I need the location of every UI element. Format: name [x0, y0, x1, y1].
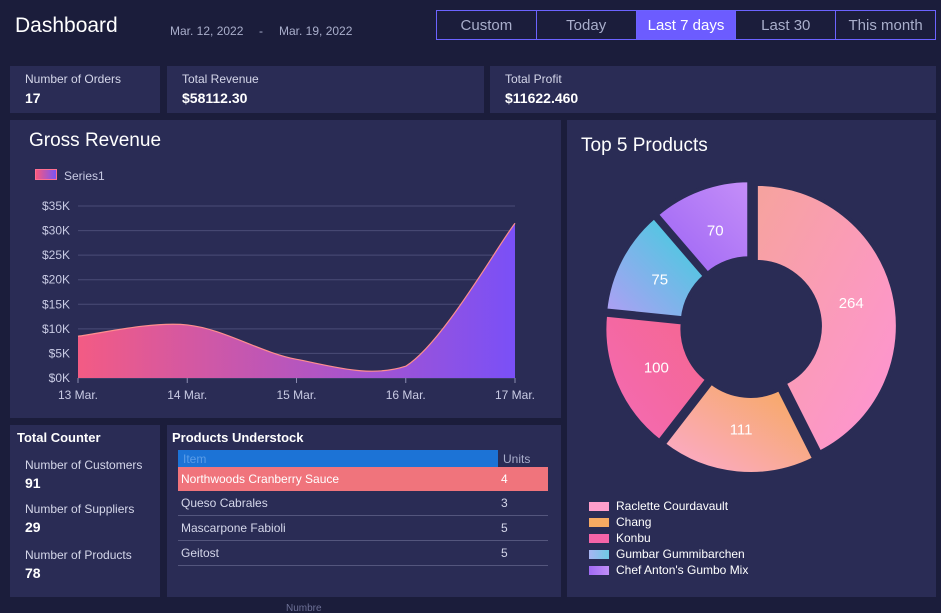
y-tick-label: $0K [49, 371, 70, 385]
range-last-30-button[interactable]: Last 30 [736, 11, 837, 39]
understock-title: Products Understock [172, 430, 304, 445]
legend-item[interactable]: Konbu [589, 530, 748, 546]
suppliers-value: 29 [25, 519, 41, 535]
kpi-orders-card: Number of Orders 17 [10, 66, 160, 113]
y-tick-label: $20K [42, 273, 70, 287]
legend-swatch [589, 517, 609, 527]
legend-swatch [589, 533, 609, 543]
y-tick-label: $15K [42, 297, 70, 311]
legend-label: Konbu [616, 531, 651, 545]
column-header-units[interactable]: Units [503, 452, 531, 466]
kpi-revenue-card: Total Revenue $58112.30 [167, 66, 484, 113]
x-tick-label: 13 Mar. [58, 388, 98, 402]
legend-item[interactable]: Raclette Courdavault [589, 498, 748, 514]
legend-label: Raclette Courdavault [616, 499, 729, 513]
page-title: Dashboard [15, 14, 118, 37]
legend-item[interactable]: Gumbar Gummibarchen [589, 546, 748, 562]
legend-label: Chang [616, 515, 652, 529]
cell-item: Queso Cabrales [181, 496, 268, 510]
range-today-button[interactable]: Today [537, 11, 637, 39]
gross-revenue-title: Gross Revenue [29, 130, 162, 151]
column-header-item[interactable]: Item [178, 450, 498, 467]
table-row[interactable]: Northwoods Cranberry Sauce 4 [178, 467, 548, 491]
total-counter-panel: Total Counter Number of Customers 91 Num… [10, 425, 160, 597]
y-tick-label: $25K [42, 248, 70, 262]
cell-units: 3 [501, 496, 508, 510]
top-products-legend: Raclette Courdavault Chang Konbu Gumbar … [589, 498, 748, 578]
pie-slice-label: 70 [707, 222, 724, 239]
table-row[interactable]: Geitost 5 [178, 541, 548, 566]
top-products-title: Top 5 Products [581, 135, 708, 156]
kpi-revenue-label: Total Revenue [182, 72, 259, 86]
legend-item[interactable]: Chang [589, 514, 748, 530]
gross-revenue-panel: Gross Revenue Series1 $0K $5K $10K $15K $20K… [10, 120, 561, 418]
pie-slice-label: 111 [730, 422, 753, 439]
customers-value: 91 [25, 475, 41, 491]
products-value: 78 [25, 565, 41, 581]
legend-item[interactable]: Chef Anton's Gumbo Mix [589, 562, 748, 578]
table-row[interactable]: Mascarpone Fabioli 5 [178, 516, 548, 541]
kpi-profit-value: $11622.460 [505, 90, 579, 106]
pie-slice-label: 100 [644, 360, 669, 377]
top-products-panel: Top 5 Products 264 111 100 75 70 Raclette Co… [567, 120, 936, 597]
cell-units: 4 [501, 472, 508, 486]
pie-slice[interactable] [753, 181, 900, 456]
date-from: Mar. 12, 2022 [170, 24, 244, 38]
series1-legend-swatch[interactable] [35, 169, 57, 180]
top-products-chart: 264 111 100 75 70 [602, 178, 900, 476]
x-tick-label: 15 Mar. [276, 388, 316, 402]
legend-swatch [589, 565, 609, 575]
legend-label: Gumbar Gummibarchen [616, 547, 745, 561]
y-tick-label: $5K [49, 346, 70, 360]
products-label: Number of Products [25, 548, 132, 562]
y-tick-label: $30K [42, 224, 70, 238]
legend-swatch [589, 549, 609, 559]
x-tick-label: 16 Mar. [386, 388, 426, 402]
pie-slice-label: 264 [839, 295, 864, 312]
cell-units: 5 [501, 546, 508, 560]
kpi-orders-value: 17 [25, 90, 41, 106]
pie-slice[interactable] [603, 214, 708, 321]
series1-area[interactable] [78, 223, 515, 378]
pie-slice[interactable] [653, 178, 752, 277]
cell-item: Mascarpone Fabioli [181, 521, 286, 535]
kpi-profit-label: Total Profit [505, 72, 562, 86]
date-separator: - [259, 24, 263, 38]
understock-table: Item Units Northwoods Cranberry Sauce 4 … [178, 450, 548, 566]
gross-revenue-chart: $0K $5K $10K $15K $20K $25K $30K $35K 13 Mar. 14… [42, 199, 535, 402]
range-this-month-button[interactable]: This month [848, 16, 923, 34]
table-row[interactable]: Queso Cabrales 3 [178, 491, 548, 516]
range-custom-button[interactable]: Custom [437, 11, 537, 39]
cell-item: Northwoods Cranberry Sauce [181, 472, 340, 486]
series1-line [77, 222, 516, 372]
y-tick-label: $10K [42, 322, 70, 336]
table-header: Item Units [178, 450, 548, 467]
footer-fragment: Numbre [286, 603, 322, 613]
cell-item: Geitost [181, 546, 220, 560]
y-tick-label: $35K [42, 199, 70, 213]
range-last-7-days-button[interactable]: Last 7 days [636, 11, 737, 39]
legend-label: Chef Anton's Gumbo Mix [616, 563, 749, 577]
kpi-profit-card: Total Profit $11622.460 [490, 66, 936, 113]
understock-panel: Products Understock Item Units Northwood… [167, 425, 561, 597]
pie-slice-label: 75 [651, 271, 668, 288]
suppliers-label: Number of Suppliers [25, 502, 135, 516]
cell-units: 5 [501, 521, 508, 535]
kpi-orders-label: Number of Orders [25, 72, 122, 86]
legend-swatch [589, 501, 609, 511]
date-range-selector: Custom Today Last 7 days Last 30 This mo… [436, 10, 936, 40]
customers-label: Number of Customers [25, 458, 143, 472]
total-counter-title: Total Counter [17, 430, 101, 445]
kpi-revenue-value: $58112.30 [182, 90, 248, 106]
x-tick-label: 17 Mar. [495, 388, 535, 402]
series1-legend-label[interactable]: Series1 [64, 169, 105, 183]
pie-slice[interactable] [602, 312, 711, 445]
x-tick-label: 14 Mar. [167, 388, 207, 402]
pie-slice[interactable] [660, 379, 818, 476]
date-to: Mar. 19, 2022 [279, 24, 353, 38]
